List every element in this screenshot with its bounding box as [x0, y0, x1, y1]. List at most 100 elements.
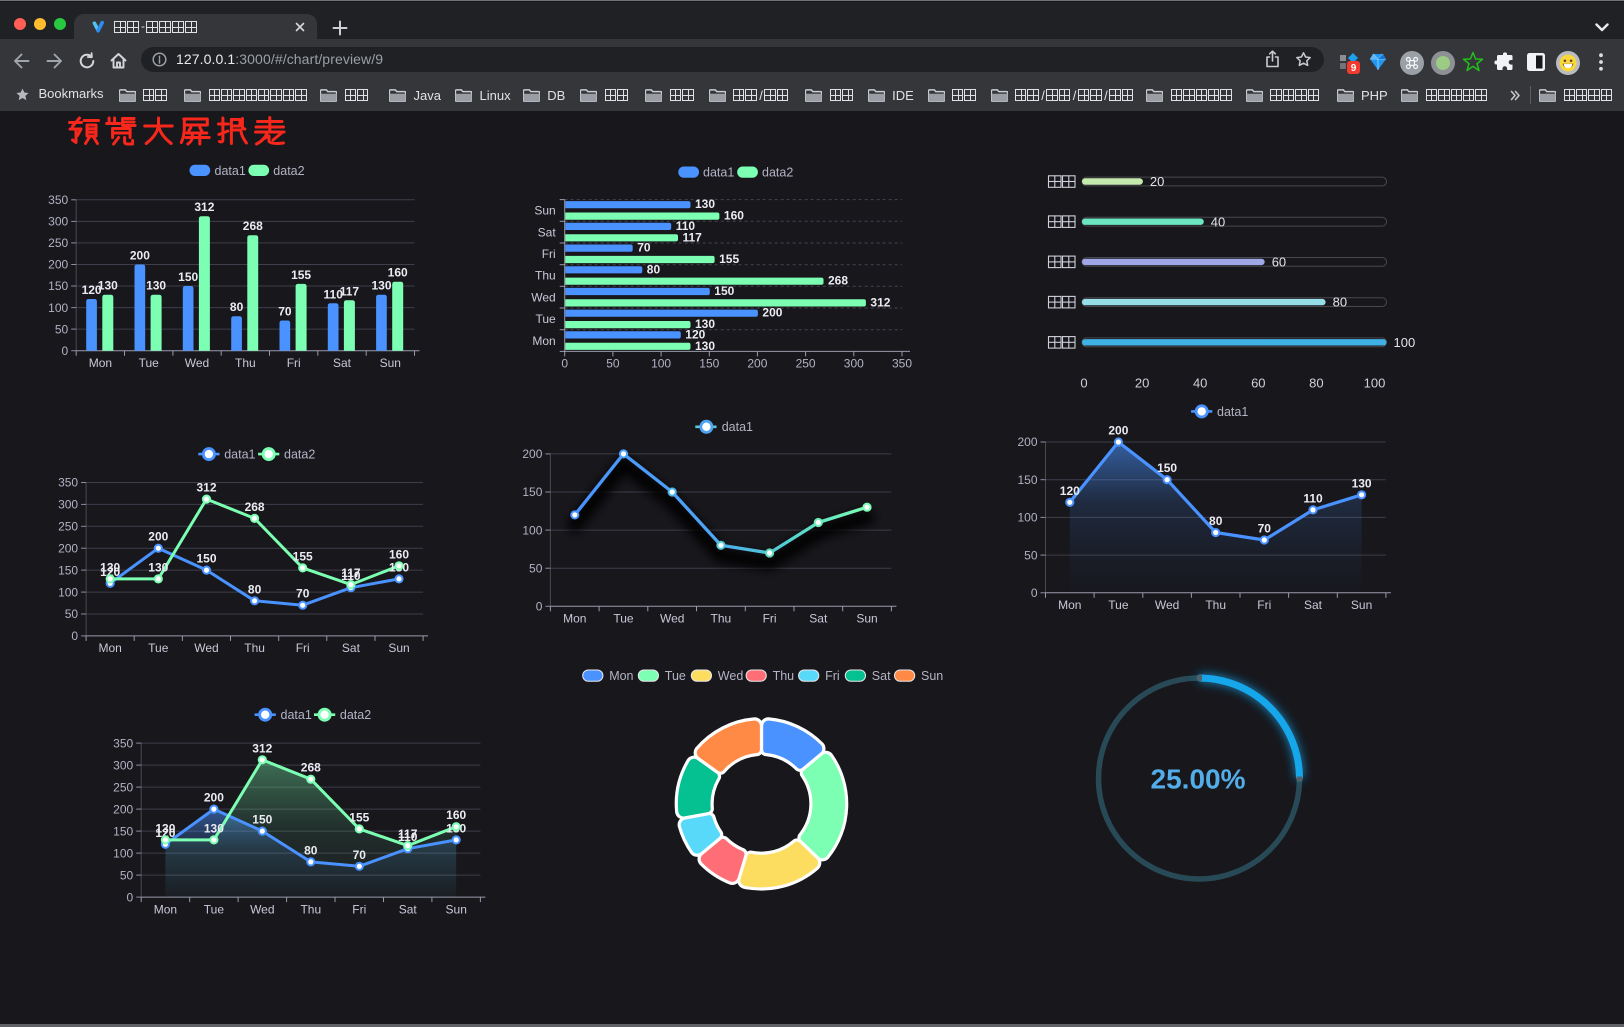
svg-text:130: 130 [155, 821, 175, 835]
svg-text:130: 130 [695, 197, 715, 211]
svg-text:155: 155 [291, 268, 311, 282]
svg-text:100: 100 [651, 357, 671, 371]
svg-text:100: 100 [1394, 335, 1416, 350]
svg-text:Tue: Tue [665, 669, 686, 683]
svg-text:Wed: Wed [194, 641, 218, 655]
svg-text:70: 70 [1258, 522, 1272, 536]
svg-text:200: 200 [1108, 424, 1128, 438]
svg-text:Fri: Fri [542, 247, 556, 261]
svg-text:268: 268 [243, 219, 263, 233]
svg-text:20: 20 [1150, 174, 1164, 189]
svg-text:Wed: Wed [718, 669, 744, 683]
svg-text:268: 268 [245, 500, 265, 514]
svg-text:Fri: Fri [825, 669, 840, 683]
svg-text:160: 160 [388, 266, 408, 280]
svg-text:Tue: Tue [535, 312, 556, 326]
svg-text:155: 155 [293, 549, 313, 563]
svg-text:250: 250 [58, 520, 78, 534]
svg-text:155: 155 [349, 810, 369, 824]
svg-text:150: 150 [252, 813, 272, 827]
svg-text:50: 50 [65, 607, 79, 621]
svg-text:150: 150 [113, 824, 133, 838]
svg-text:200: 200 [204, 791, 224, 805]
svg-text:Thu: Thu [1205, 598, 1226, 612]
svg-text:120: 120 [685, 327, 705, 341]
svg-text:Tue: Tue [613, 612, 634, 626]
svg-text:100: 100 [522, 523, 542, 537]
svg-text:350: 350 [892, 357, 912, 371]
svg-text:150: 150 [714, 284, 734, 298]
svg-text:130: 130 [695, 317, 715, 331]
svg-text:150: 150 [1157, 461, 1177, 475]
svg-text:Wed: Wed [1155, 598, 1179, 612]
svg-text:200: 200 [130, 249, 150, 263]
svg-text:120: 120 [155, 826, 175, 840]
svg-text:Tue: Tue [1108, 598, 1129, 612]
svg-text:300: 300 [844, 357, 864, 371]
svg-text:Mon: Mon [609, 669, 633, 683]
svg-text:80: 80 [1333, 295, 1347, 310]
svg-text:160: 160 [389, 547, 409, 561]
svg-text:data2: data2 [273, 164, 304, 178]
svg-text:Sun: Sun [1351, 598, 1372, 612]
svg-text:200: 200 [113, 802, 133, 816]
svg-text:data2: data2 [340, 708, 371, 722]
svg-text:130: 130 [695, 339, 715, 353]
svg-text:0: 0 [536, 600, 543, 614]
svg-text:Sun: Sun [380, 356, 401, 370]
svg-text:200: 200 [48, 258, 68, 272]
svg-text:117: 117 [683, 230, 703, 244]
svg-text:Sat: Sat [342, 641, 361, 655]
svg-text:130: 130 [146, 279, 166, 293]
svg-text:data1: data1 [281, 708, 312, 722]
svg-text:155: 155 [719, 252, 739, 266]
svg-text:50: 50 [120, 868, 134, 882]
svg-text:data1: data1 [703, 166, 734, 180]
svg-text:70: 70 [353, 848, 367, 862]
svg-text:Tue: Tue [139, 356, 160, 370]
svg-text:200: 200 [747, 357, 767, 371]
svg-text:0: 0 [62, 344, 69, 358]
svg-text:70: 70 [637, 241, 651, 255]
svg-text:117: 117 [340, 284, 360, 298]
svg-text:data1: data1 [1217, 405, 1248, 419]
svg-text:350: 350 [113, 736, 133, 750]
svg-text:200: 200 [522, 447, 542, 461]
svg-text:117: 117 [398, 827, 418, 841]
svg-text:312: 312 [252, 741, 272, 755]
svg-text:Fri: Fri [287, 356, 301, 370]
svg-text:data2: data2 [284, 448, 315, 462]
svg-text:Mon: Mon [532, 334, 555, 348]
svg-text:Wed: Wed [185, 356, 209, 370]
svg-text:100: 100 [113, 846, 133, 860]
svg-text:110: 110 [341, 569, 361, 583]
svg-text:Sat: Sat [399, 902, 418, 916]
svg-text:150: 150 [48, 279, 68, 293]
svg-text:80: 80 [304, 843, 318, 857]
svg-text:Sat: Sat [333, 356, 352, 370]
svg-text:130: 130 [371, 279, 391, 293]
svg-text:160: 160 [446, 808, 466, 822]
svg-text:Wed: Wed [660, 612, 684, 626]
svg-text:Thu: Thu [300, 902, 321, 916]
svg-text:Wed: Wed [531, 290, 555, 304]
svg-text:0: 0 [1080, 376, 1087, 391]
svg-text:268: 268 [301, 761, 321, 775]
svg-text:Sun: Sun [446, 902, 467, 916]
svg-text:0: 0 [127, 890, 134, 904]
svg-text:50: 50 [606, 357, 620, 371]
svg-text:Mon: Mon [563, 612, 586, 626]
svg-text:Mon: Mon [154, 902, 177, 916]
svg-text:Fri: Fri [763, 612, 777, 626]
svg-text:120: 120 [82, 283, 102, 297]
svg-text:130: 130 [1352, 476, 1372, 490]
svg-text:100: 100 [48, 301, 68, 315]
svg-text:Fri: Fri [296, 641, 310, 655]
svg-text:0: 0 [1031, 586, 1038, 600]
svg-text:60: 60 [1251, 376, 1265, 391]
svg-text:150: 150 [699, 357, 719, 371]
svg-text:0: 0 [71, 629, 78, 643]
svg-text:312: 312 [196, 481, 216, 495]
svg-text:80: 80 [248, 582, 262, 596]
svg-text:data1: data1 [722, 420, 753, 434]
